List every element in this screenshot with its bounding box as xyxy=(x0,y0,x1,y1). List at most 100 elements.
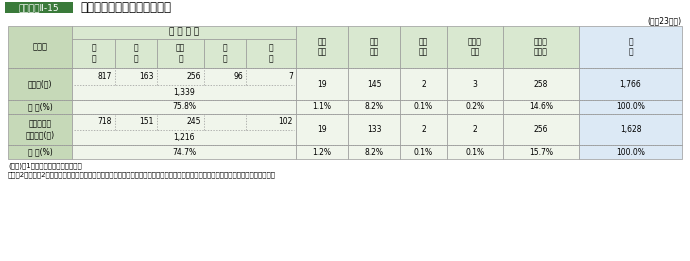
Text: 96: 96 xyxy=(233,72,243,81)
Text: 817: 817 xyxy=(97,72,112,81)
Text: 145: 145 xyxy=(367,80,382,88)
Bar xyxy=(503,100,579,114)
Bar xyxy=(400,114,447,145)
Text: 1.2%: 1.2% xyxy=(313,148,331,157)
Text: 区　分: 区 分 xyxy=(32,43,48,51)
Bar xyxy=(8,114,72,145)
Text: 車両
火災: 車両 火災 xyxy=(369,37,379,57)
Bar xyxy=(400,145,447,159)
Text: 3: 3 xyxy=(473,80,477,88)
Text: 1,766: 1,766 xyxy=(620,80,642,88)
Bar xyxy=(447,68,503,100)
Bar xyxy=(400,100,447,114)
Bar xyxy=(72,39,115,68)
Bar xyxy=(579,100,682,114)
Text: 15.7%: 15.7% xyxy=(529,148,553,157)
Bar xyxy=(72,100,296,114)
Text: 死者の出た: 死者の出た xyxy=(28,119,52,128)
Text: 102: 102 xyxy=(279,117,293,127)
Bar xyxy=(447,26,503,68)
Text: 7: 7 xyxy=(288,72,293,81)
Bar xyxy=(348,114,400,145)
Bar xyxy=(400,68,447,100)
Text: 75.8%: 75.8% xyxy=(172,102,196,111)
Text: 1.1%: 1.1% xyxy=(313,102,331,111)
Text: 割 合(%): 割 合(%) xyxy=(28,102,52,111)
Text: (平成23年中): (平成23年中) xyxy=(648,16,682,25)
Text: 割 合(%): 割 合(%) xyxy=(28,148,52,157)
Bar xyxy=(579,68,682,100)
Bar xyxy=(157,39,204,68)
Text: 258: 258 xyxy=(534,80,548,88)
Text: 建 物 火 災: 建 物 火 災 xyxy=(169,28,199,37)
Bar xyxy=(72,114,296,145)
Text: 0.2%: 0.2% xyxy=(466,102,484,111)
Bar xyxy=(400,26,447,68)
Text: ぼ
や: ぼ や xyxy=(223,44,227,63)
Bar xyxy=(8,68,72,100)
Bar xyxy=(8,26,72,68)
Text: 2　火災が2種類以上にわたった場合、火災報告取扱要領の取扱いにかかわらず、死者が発生した方の火災種別により整理している。: 2 火災が2種類以上にわたった場合、火災報告取扱要領の取扱いにかかわらず、死者が… xyxy=(8,172,276,178)
Text: 2: 2 xyxy=(421,80,426,88)
Bar xyxy=(503,68,579,100)
Text: 256: 256 xyxy=(186,72,201,81)
Text: 718: 718 xyxy=(97,117,112,127)
Text: 74.7%: 74.7% xyxy=(172,148,196,157)
Bar xyxy=(503,114,579,145)
Bar xyxy=(296,145,348,159)
Text: 8.2%: 8.2% xyxy=(364,148,384,157)
Text: 合
計: 合 計 xyxy=(628,37,633,57)
Bar xyxy=(246,39,296,68)
Bar xyxy=(296,100,348,114)
Text: 133: 133 xyxy=(367,125,382,134)
Bar xyxy=(348,100,400,114)
Bar xyxy=(447,100,503,114)
Text: 火災件数(件): 火災件数(件) xyxy=(26,131,55,140)
Bar xyxy=(296,114,348,145)
Bar xyxy=(296,68,348,100)
Bar xyxy=(503,145,579,159)
Text: 151: 151 xyxy=(139,117,154,127)
Text: 林野
火災: 林野 火災 xyxy=(317,37,326,57)
Bar xyxy=(503,26,579,68)
Bar xyxy=(72,68,296,100)
Text: 船船
火災: 船船 火災 xyxy=(419,37,428,57)
Text: 火災種別ごとの死者発生状況: 火災種別ごとの死者発生状況 xyxy=(80,1,171,14)
Text: 爆
発: 爆 発 xyxy=(268,44,273,63)
Text: 部分
焼: 部分 焼 xyxy=(176,44,185,63)
Text: 1,216: 1,216 xyxy=(173,133,195,142)
Text: 附属資料Ⅱ-15: 附属資料Ⅱ-15 xyxy=(19,3,59,12)
Text: 14.6%: 14.6% xyxy=(529,102,553,111)
Bar xyxy=(115,39,157,68)
Text: 1,339: 1,339 xyxy=(173,88,195,97)
Bar xyxy=(8,100,72,114)
Text: 163: 163 xyxy=(139,72,154,81)
Bar xyxy=(348,26,400,68)
Text: 8.2%: 8.2% xyxy=(364,102,384,111)
Bar xyxy=(348,145,400,159)
Bar xyxy=(296,26,348,68)
Text: 100.0%: 100.0% xyxy=(616,148,645,157)
Text: 0.1%: 0.1% xyxy=(466,148,484,157)
Text: 全
焼: 全 焼 xyxy=(91,44,96,63)
Text: 2: 2 xyxy=(473,125,477,134)
Bar xyxy=(579,26,682,68)
Text: 1,628: 1,628 xyxy=(620,125,641,134)
Bar xyxy=(447,114,503,145)
Text: 航空機
火災: 航空機 火災 xyxy=(468,37,482,57)
Text: 245: 245 xyxy=(186,117,201,127)
Bar xyxy=(579,145,682,159)
Bar xyxy=(579,114,682,145)
Bar xyxy=(72,145,296,159)
Text: その他
の火災: その他 の火災 xyxy=(534,37,548,57)
Text: (備考)、1　「火災報告」により作成: (備考)、1 「火災報告」により作成 xyxy=(8,163,81,169)
Bar xyxy=(8,145,72,159)
Bar xyxy=(72,26,296,39)
Text: 19: 19 xyxy=(317,125,327,134)
Bar xyxy=(447,145,503,159)
Text: 0.1%: 0.1% xyxy=(414,148,433,157)
Bar xyxy=(348,68,400,100)
Text: 2: 2 xyxy=(421,125,426,134)
Text: 半
焼: 半 焼 xyxy=(134,44,138,63)
Text: 19: 19 xyxy=(317,80,327,88)
